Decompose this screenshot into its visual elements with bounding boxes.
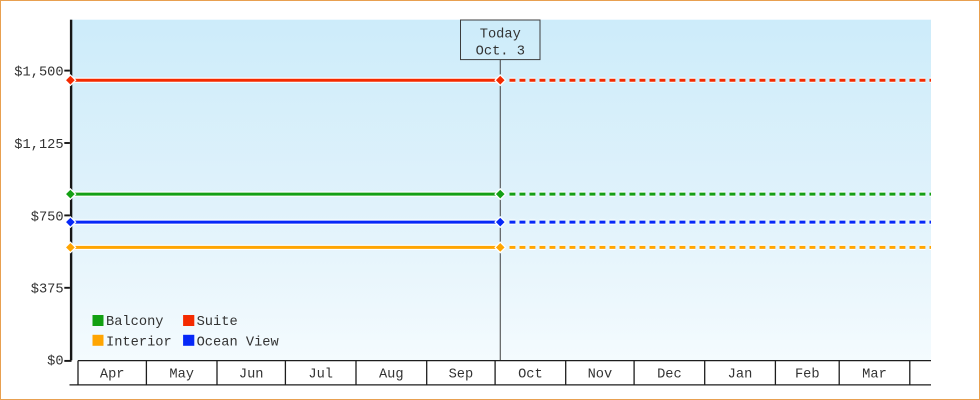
svg-text:Apr: Apr: [100, 368, 125, 383]
svg-text:Today: Today: [480, 27, 521, 42]
svg-text:$0: $0: [47, 355, 63, 370]
svg-text:Mar: Mar: [862, 368, 887, 383]
svg-text:Oct: Oct: [518, 368, 543, 383]
svg-text:$1,500: $1,500: [14, 65, 63, 80]
svg-text:Suite: Suite: [197, 315, 238, 330]
svg-text:Jul: Jul: [308, 368, 333, 383]
svg-text:$1,125: $1,125: [14, 138, 63, 153]
svg-text:$375: $375: [31, 283, 64, 298]
svg-text:Sep: Sep: [449, 368, 474, 383]
svg-text:Feb: Feb: [795, 368, 820, 383]
svg-text:Balcony: Balcony: [106, 315, 164, 330]
svg-text:Aug: Aug: [379, 368, 404, 383]
svg-text:May: May: [169, 368, 194, 383]
svg-text:Nov: Nov: [588, 368, 613, 383]
svg-text:Oct. 3: Oct. 3: [476, 45, 525, 60]
svg-text:Jan: Jan: [728, 368, 753, 383]
svg-text:Jun: Jun: [239, 368, 264, 383]
svg-text:Ocean View: Ocean View: [197, 335, 280, 350]
svg-text:$750: $750: [31, 210, 64, 225]
svg-text:Interior: Interior: [106, 335, 172, 350]
svg-text:Dec: Dec: [657, 368, 682, 383]
